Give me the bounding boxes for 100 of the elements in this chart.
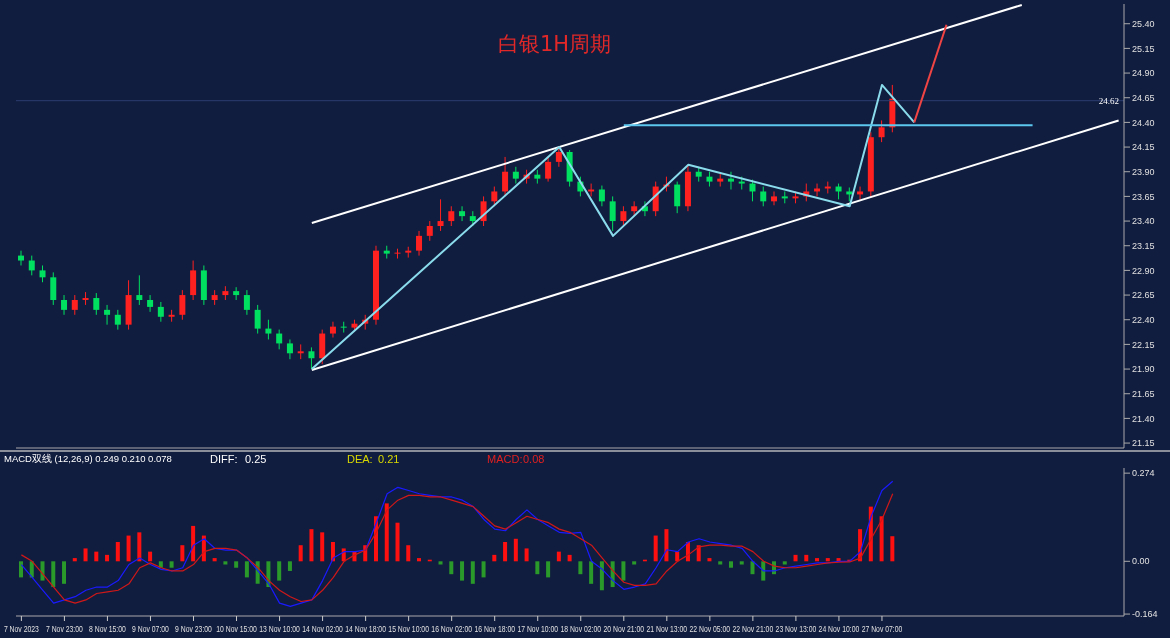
candlestick [588, 183, 595, 197]
bar [632, 561, 637, 565]
text: 0.25 [245, 453, 267, 465]
x-tick-label: 21 Nov 13:00 [646, 623, 688, 635]
y-tick-label: 21.40 [1132, 413, 1155, 424]
candlestick [308, 346, 315, 370]
bar [298, 545, 303, 562]
bar [728, 561, 733, 568]
bar [567, 554, 572, 562]
x-tick-label: 10 Nov 15:00 [216, 623, 258, 635]
candlestick [448, 205, 455, 227]
y-tick-label: 24.15 [1132, 142, 1155, 153]
candlestick [286, 338, 293, 360]
candlestick [502, 156, 509, 197]
bar [126, 535, 131, 562]
text: DEA: [347, 453, 373, 465]
x-tick-label: 15 Nov 10:00 [388, 623, 430, 635]
bar [212, 558, 217, 562]
candlestick [71, 294, 78, 316]
bar [115, 542, 120, 562]
x-tick-label: 14 Nov 18:00 [345, 623, 387, 635]
candlestick [727, 171, 734, 190]
y-tick-label: 24.40 [1132, 117, 1155, 128]
candlestick [233, 286, 240, 301]
x-tick-label: 18 Nov 02:00 [560, 623, 602, 635]
candlestick [157, 301, 164, 323]
candlestick [394, 248, 401, 260]
bar [287, 561, 292, 571]
text: 0.21 [378, 453, 400, 465]
candlestick [276, 329, 283, 350]
candlestick [555, 146, 562, 168]
candlestick [545, 156, 552, 183]
bar [793, 554, 798, 562]
bar [83, 548, 88, 562]
bar [750, 561, 755, 575]
y-tick-label: 0.274 [1132, 468, 1155, 479]
x-tick-label: 24 Nov 10:00 [818, 623, 860, 635]
bar [384, 503, 389, 562]
y-tick-label: 22.65 [1132, 290, 1155, 301]
candlestick [340, 321, 347, 334]
bar [94, 551, 99, 562]
y-tick-label: -0.164 [1132, 609, 1158, 620]
y-tick-label: 0.00 [1132, 556, 1150, 567]
y-tick-label: 22.90 [1132, 265, 1155, 276]
bar [19, 561, 23, 578]
candlestick [437, 198, 444, 232]
bar [578, 561, 583, 575]
x-tick-label: 13 Nov 10:00 [259, 623, 301, 635]
bar [718, 561, 723, 565]
bar [244, 561, 249, 578]
candlestick [771, 190, 778, 206]
bar [72, 558, 77, 562]
x-tick-label: 7 Nov 23:00 [45, 623, 84, 635]
bar [309, 529, 314, 562]
bar [277, 561, 282, 581]
bar [879, 516, 884, 562]
bar [148, 551, 153, 562]
bar [417, 558, 422, 562]
text: DIFF: [210, 453, 238, 465]
y-tick-label: 24.90 [1132, 68, 1155, 79]
x-tick-label: 8 Nov 15:00 [89, 623, 127, 635]
bar [320, 532, 325, 562]
x-tick-label: 20 Nov 21:00 [603, 623, 645, 635]
bar [449, 561, 454, 575]
bar [890, 536, 895, 562]
x-tick-label: 16 Nov 02:00 [431, 623, 473, 635]
candlestick [254, 304, 261, 335]
bar [492, 554, 497, 562]
candlestick [609, 195, 616, 232]
y-tick-label: 23.15 [1132, 240, 1155, 251]
candlestick [50, 271, 57, 306]
line-series [310, 83, 916, 371]
y-tick-label: 23.65 [1132, 191, 1155, 202]
y-tick-label: 25.40 [1132, 18, 1155, 29]
x-tick-label: 27 Nov 07:00 [861, 623, 903, 635]
bar [191, 525, 196, 562]
bar [438, 561, 443, 565]
bar [535, 561, 540, 575]
x-tick-label: 14 Nov 02:00 [302, 623, 344, 635]
y-tick-label: 23.40 [1132, 216, 1155, 227]
bar [804, 554, 809, 562]
bar [105, 554, 110, 562]
y-tick-label: 21.90 [1132, 364, 1155, 375]
candlestick [620, 205, 627, 227]
bar [621, 561, 626, 581]
y-tick-label: 21.65 [1132, 388, 1155, 399]
candlestick [28, 255, 35, 276]
bar [460, 561, 465, 581]
bar [330, 542, 335, 562]
y-tick-label: 24.65 [1132, 92, 1155, 103]
bar [406, 545, 411, 562]
bar [395, 522, 400, 562]
bar [169, 561, 174, 568]
candlestick [878, 119, 885, 143]
candlestick [598, 185, 605, 207]
bar [825, 558, 830, 562]
bar [739, 561, 744, 565]
bar [589, 561, 594, 584]
candlestick [61, 294, 68, 316]
bar [481, 561, 486, 578]
